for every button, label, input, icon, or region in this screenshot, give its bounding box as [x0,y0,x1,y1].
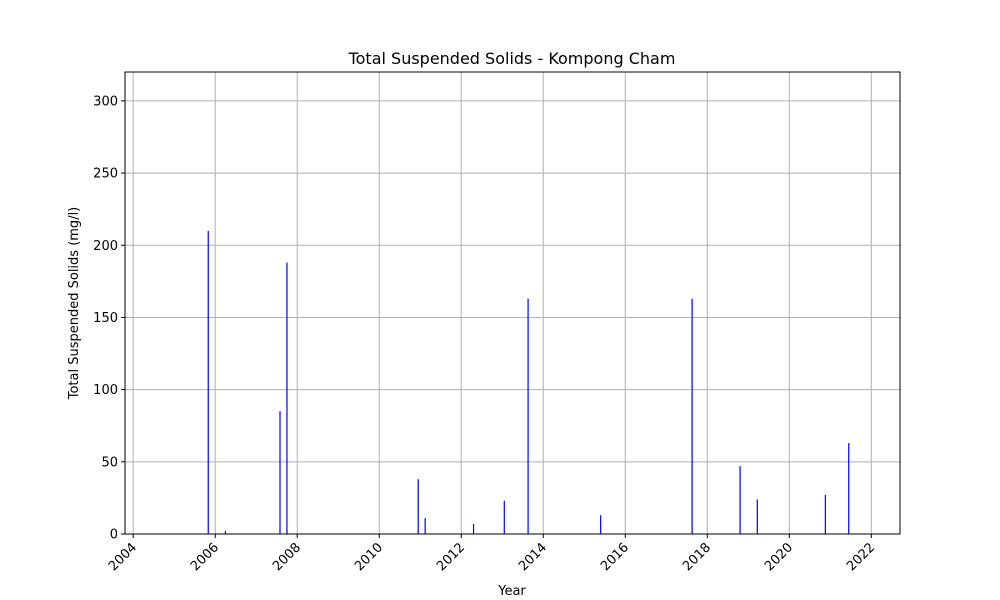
bar [739,466,741,534]
bar [472,523,475,534]
bars [207,230,850,534]
x-tick-label: 2016 [598,540,632,574]
x-ticks: 2004 2006 2008 2010 2012 2014 2016 2018 2020 2022 [106,534,878,574]
x-tick-label: 2014 [516,540,550,574]
bar [224,531,227,534]
x-tick-label: 2010 [352,540,386,574]
x-tick-label: 2004 [106,540,140,574]
x-tick-label: 2022 [844,540,878,574]
bar [286,262,288,534]
y-ticks: 0 50 100 150 200 250 300 [93,94,125,543]
y-tick-label: 50 [101,455,118,470]
x-tick-label: 2012 [434,540,468,574]
x-tick-label: 2018 [680,540,714,574]
y-tick-label: 250 [93,167,118,182]
chart-title: Total Suspended Solids - Kompong Cham [348,49,676,68]
y-tick-label: 0 [110,528,118,543]
plot-frame [124,71,901,535]
grid [125,72,900,535]
bar [691,298,693,534]
x-tick-label: 2006 [188,540,222,574]
x-tick-label: 2020 [762,540,796,574]
y-tick-label: 150 [93,311,118,326]
bar [207,230,209,534]
y-tick-label: 300 [93,94,118,109]
bar [527,298,529,534]
x-tick-label: 2008 [270,540,304,574]
bar [503,500,505,534]
bar [756,499,758,534]
y-tick-label: 200 [93,239,118,254]
bar [600,515,602,534]
bar [417,479,419,534]
bar [424,518,426,534]
y-tick-label: 100 [93,383,118,398]
x-axis-label: Year [497,584,526,599]
bar [279,411,281,534]
bar [848,443,850,534]
y-axis-label: Total Suspended Solids (mg/l) [67,207,82,401]
bar [824,495,826,534]
